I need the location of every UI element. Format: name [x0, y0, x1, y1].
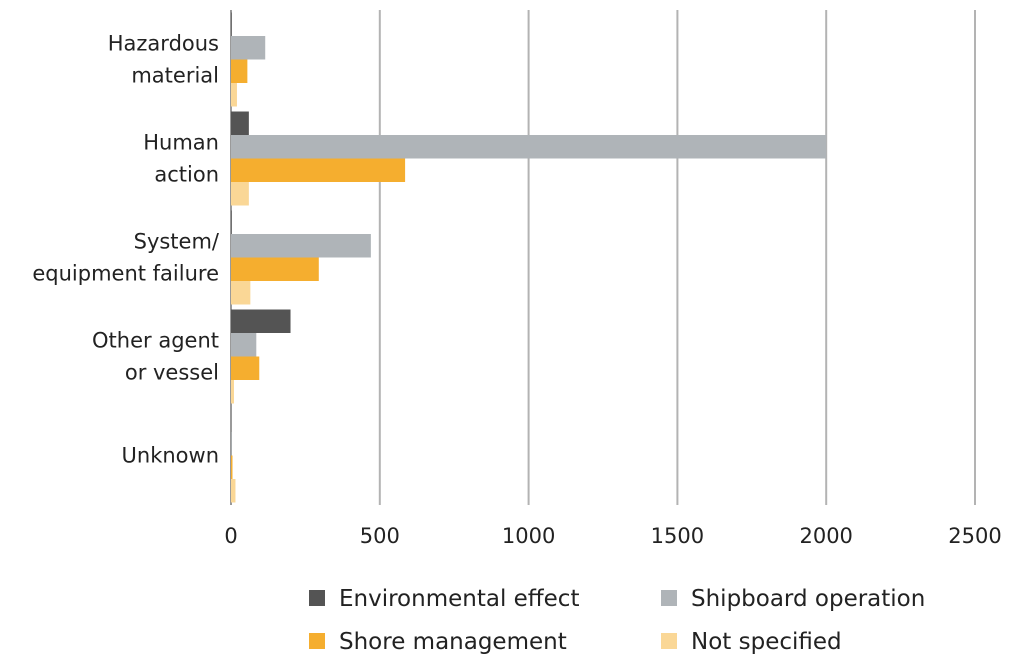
bars [231, 12, 827, 503]
bar [231, 257, 319, 281]
category-label: Other agent or vessel [92, 329, 219, 385]
bar [231, 309, 291, 333]
category-label-line: Human [143, 131, 219, 155]
x-axis-tick-labels: 0 500 1000 1500 2000 2500 [224, 524, 1001, 548]
category-label: Hazardous material [108, 32, 219, 88]
category-label-line: equipment failure [32, 262, 219, 286]
bar [231, 281, 251, 305]
x-tick-label: 2000 [799, 524, 852, 548]
x-tick-label: 0 [224, 524, 237, 548]
x-tick-label: 2500 [948, 524, 1001, 548]
category-label-line: Hazardous [108, 32, 219, 56]
bar [231, 455, 233, 479]
bar [231, 182, 249, 206]
legend-swatch [309, 590, 325, 606]
bar [231, 210, 232, 234]
category-label-line: Other agent [92, 329, 219, 353]
legend-swatch [661, 590, 677, 606]
category-label-line: action [154, 163, 219, 187]
bar [231, 158, 406, 182]
bar [231, 111, 249, 135]
category-label: Human action [143, 131, 219, 187]
legend-label: Not specified [691, 629, 842, 655]
bar [231, 59, 248, 83]
category-label-line: System/ [134, 230, 220, 254]
bar [231, 479, 236, 503]
bar [231, 234, 371, 258]
category-label-line: or vessel [125, 361, 219, 385]
bar [231, 83, 237, 107]
bar [231, 333, 257, 357]
x-tick-label: 1000 [502, 524, 555, 548]
category-label-line: Unknown [122, 444, 219, 468]
legend: Environmental effect Shipboard operation S… [309, 586, 925, 655]
legend-label: Environmental effect [339, 586, 579, 612]
x-tick-label: 1500 [651, 524, 704, 548]
bar [231, 135, 827, 159]
gridlines [230, 10, 976, 505]
legend-label: Shore management [339, 629, 567, 655]
bar [231, 356, 260, 380]
legend-swatch [309, 633, 325, 649]
category-label: Unknown [122, 444, 219, 468]
bar [231, 36, 266, 60]
bar [231, 380, 234, 404]
legend-label: Shipboard operation [691, 586, 925, 612]
bar [231, 12, 232, 36]
bar [231, 432, 232, 456]
category-label-line: material [131, 64, 219, 88]
legend-swatch [661, 633, 677, 649]
category-labels: Hazardous material Human action System/equip… [32, 32, 220, 468]
x-tick-label: 500 [360, 524, 400, 548]
category-label: System/equipment failure [32, 230, 220, 286]
